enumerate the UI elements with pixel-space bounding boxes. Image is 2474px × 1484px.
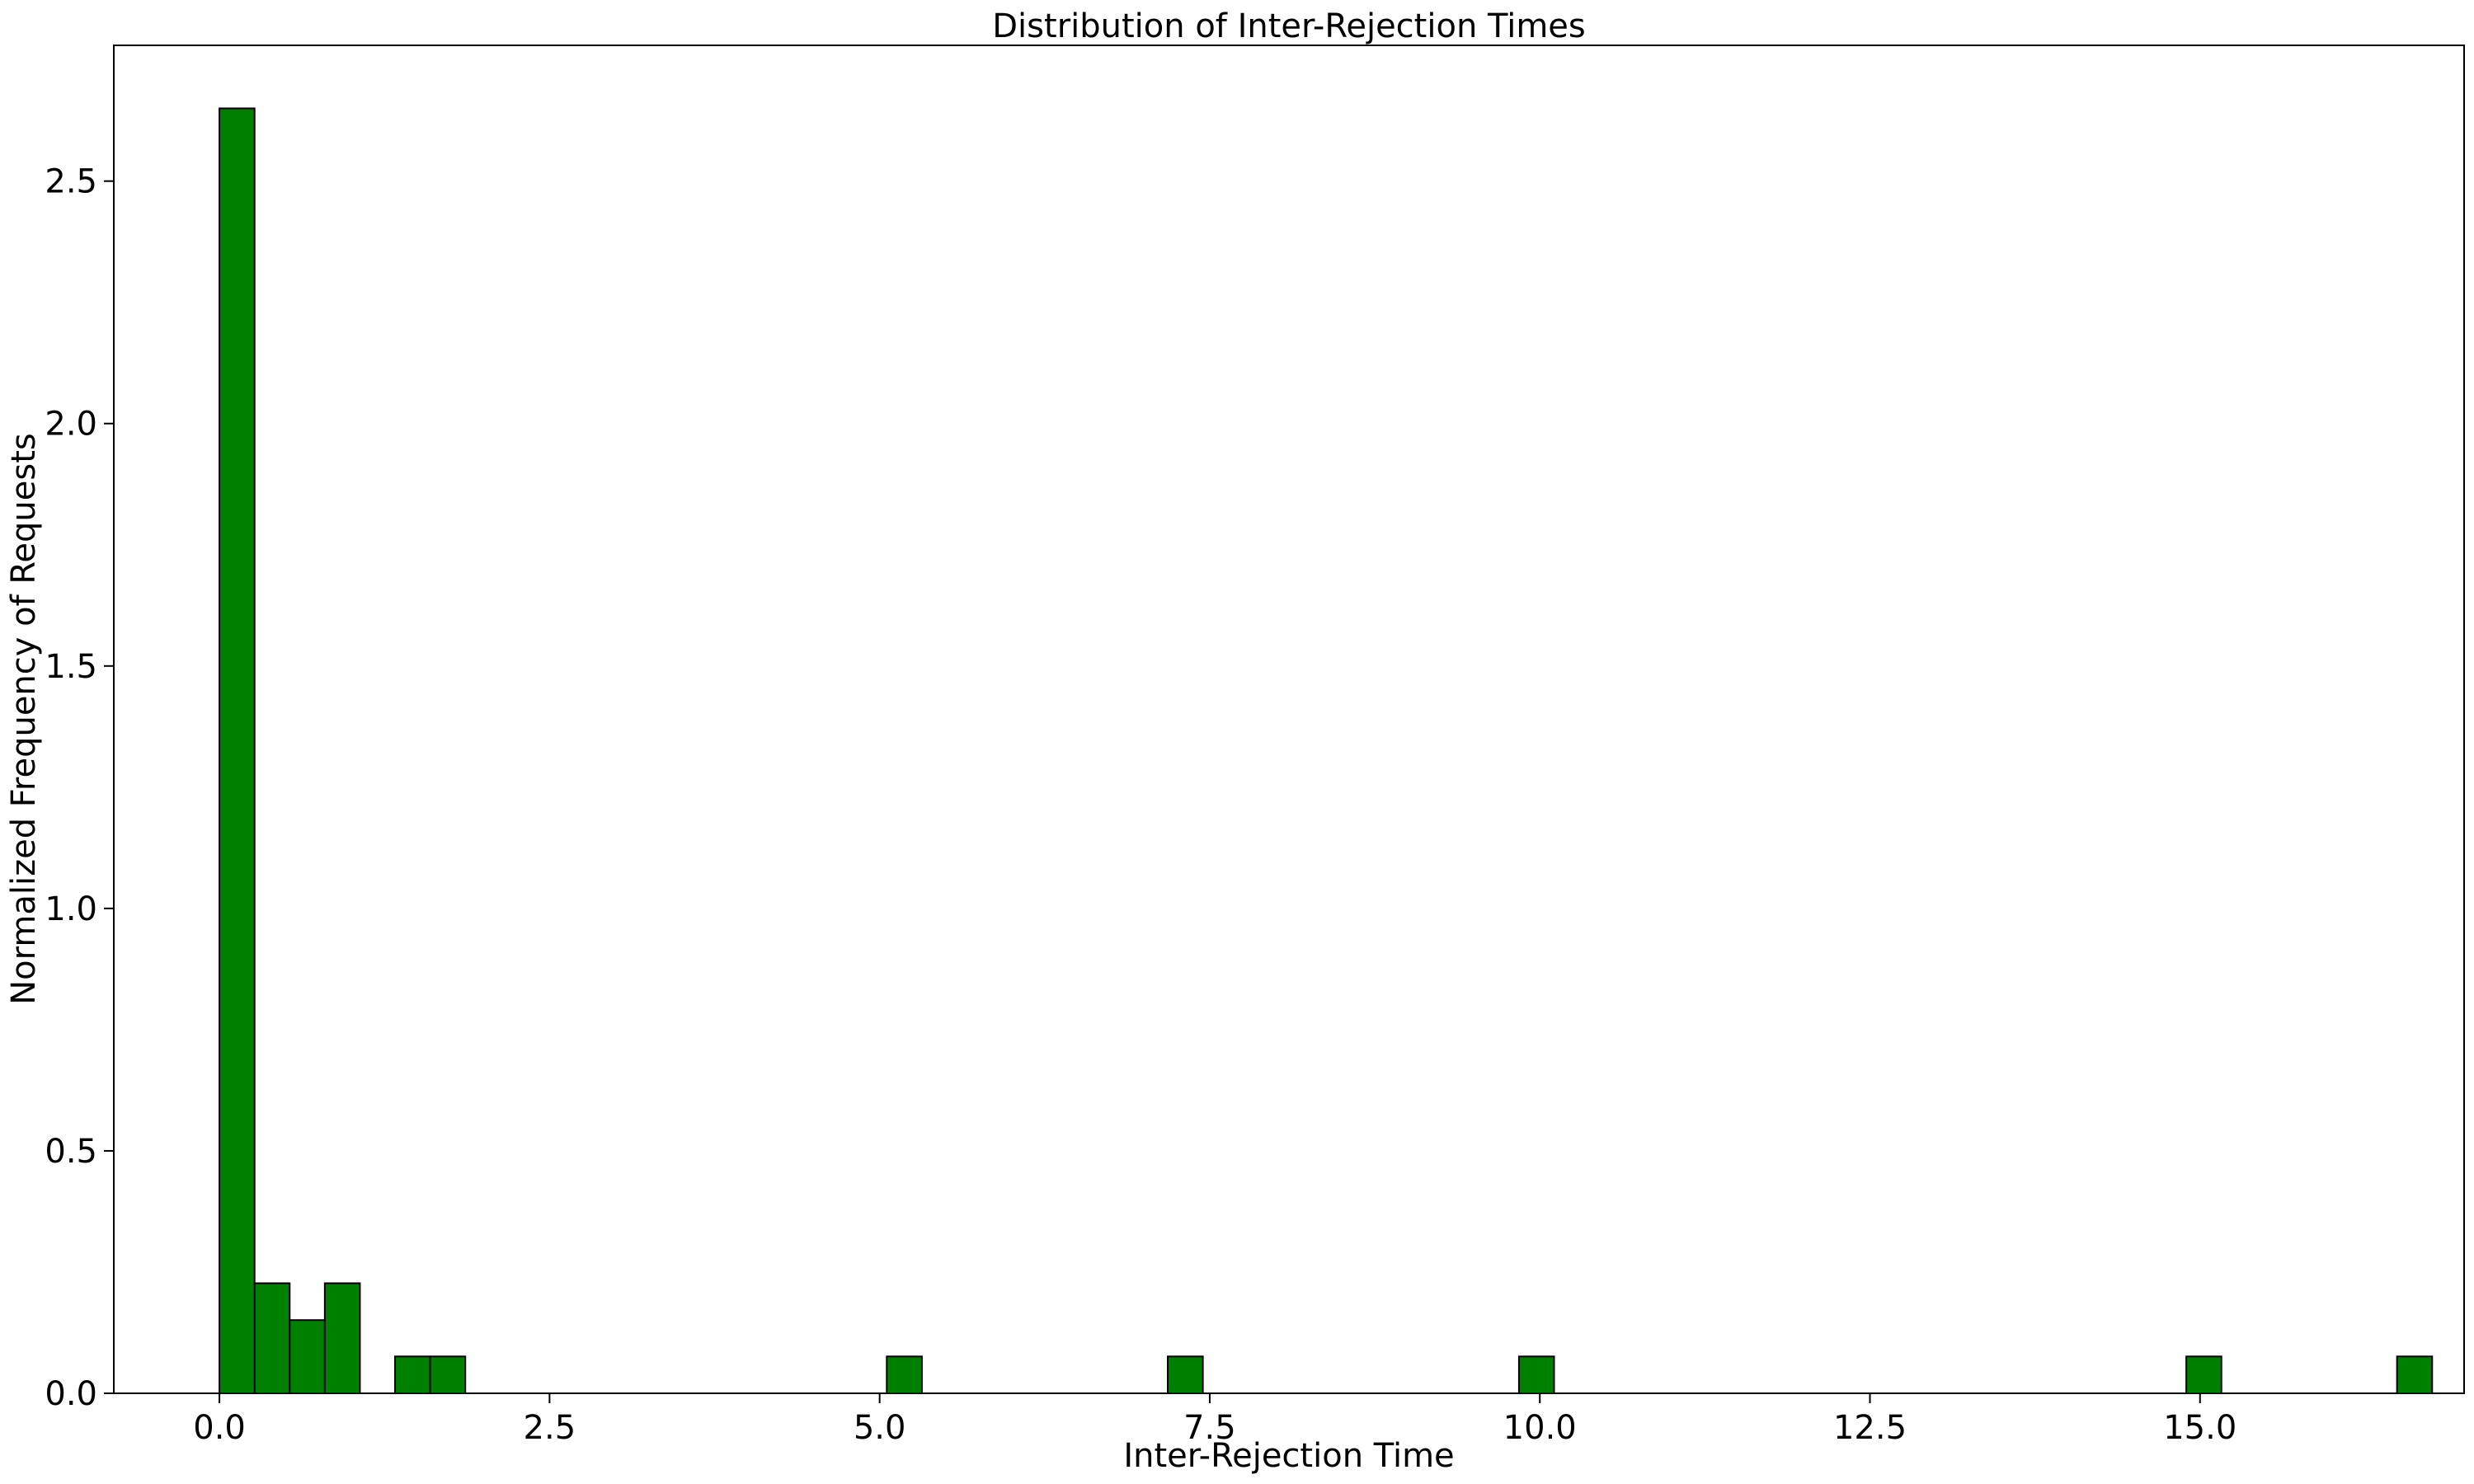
x-tick-label: 2.5: [524, 1409, 576, 1447]
y-axis-ticks: 0.0 0.5 1.0 1.5 2.0 2.5: [45, 163, 114, 1413]
x-tick-label: 7.5: [1183, 1409, 1236, 1447]
histogram-bar: [289, 1319, 326, 1395]
y-tick-label: 0.5: [45, 1133, 97, 1171]
x-tick-label: 15.0: [2163, 1409, 2236, 1447]
y-tick-label: 2.5: [45, 163, 97, 201]
bars-group: [219, 107, 2434, 1395]
x-tick-label: 10.0: [1503, 1409, 1577, 1447]
y-tick-label: 1.5: [45, 648, 97, 686]
x-axis-label: Inter-Rejection Time: [1123, 1437, 1454, 1475]
x-tick-label: 0.0: [193, 1409, 246, 1447]
plot-frame: [113, 45, 2465, 1394]
y-tick-label: 1.0: [45, 890, 97, 928]
histogram-bar: [394, 1355, 431, 1394]
x-tick-label: 5.0: [854, 1409, 906, 1447]
histogram-bar: [323, 1282, 361, 1395]
histogram-bar: [2185, 1355, 2222, 1394]
y-axis-label: Normalized Frequency of Requests: [5, 433, 43, 1005]
x-axis-ticks: 0.0 2.5 5.0 7.5 10.0 12.5 15.0: [193, 1393, 2236, 1447]
histogram-bar: [1517, 1355, 1555, 1394]
chart-title: Distribution of Inter-Rejection Times: [992, 7, 1586, 45]
histogram-bar: [253, 1282, 291, 1395]
histogram-bar: [219, 107, 256, 1395]
histogram-bar: [2396, 1355, 2434, 1394]
histogram-bar: [886, 1355, 923, 1394]
y-tick-label: 0.0: [45, 1375, 97, 1413]
x-tick-label: 12.5: [1833, 1409, 1907, 1447]
histogram-bar: [429, 1355, 467, 1394]
histogram-bar: [1167, 1355, 1204, 1394]
y-tick-label: 2.0: [45, 406, 97, 444]
